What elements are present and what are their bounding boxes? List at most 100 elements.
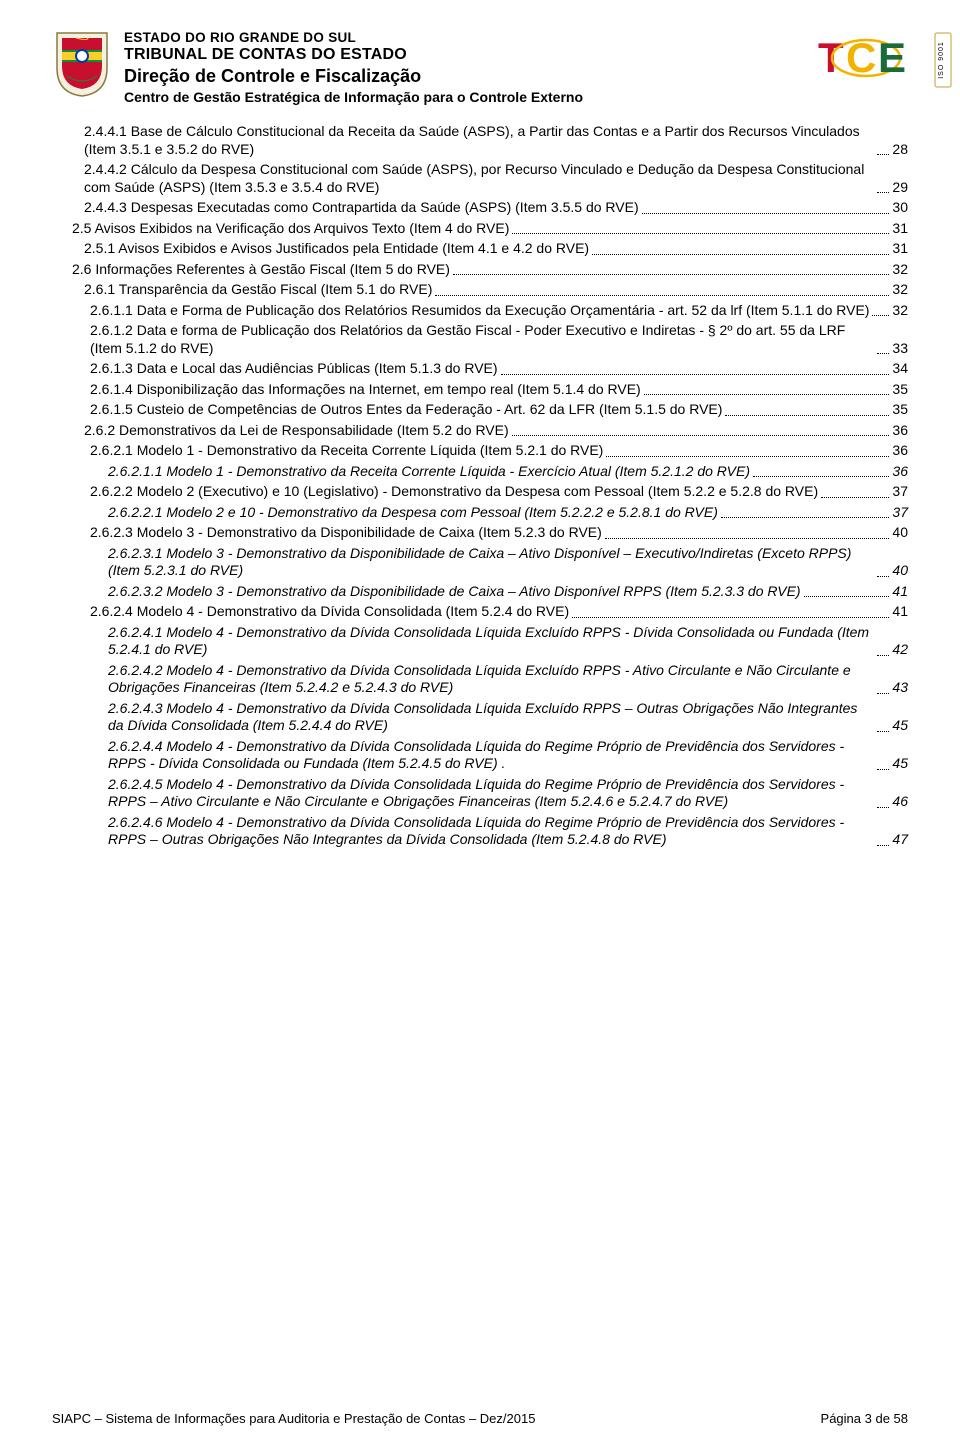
toc-leader-dots [644, 394, 890, 395]
toc-leader-dots [453, 274, 890, 275]
toc-label: 2.6.1.4 Disponibilização das Informações… [90, 381, 641, 399]
toc-leader-dots [753, 476, 889, 477]
toc-page-number: 35 [892, 401, 908, 419]
toc-entry: 2.4.4.1 Base de Cálculo Constitucional d… [84, 123, 908, 158]
toc-page-number: 36 [892, 422, 908, 440]
toc-page-number: 43 [892, 679, 908, 697]
toc-label: 2.5.1 Avisos Exibidos e Avisos Justifica… [84, 240, 589, 258]
toc-page-number: 45 [892, 717, 908, 735]
toc-page-number: 32 [892, 302, 908, 320]
toc-label: 2.6.1.2 Data e forma de Publicação dos R… [90, 322, 874, 357]
state-crest-icon [52, 28, 112, 98]
toc-leader-dots [725, 415, 889, 416]
toc-entry: 2.6.1.2 Data e forma de Publicação dos R… [90, 322, 908, 357]
toc-entry: 2.6.2.4 Modelo 4 - Demonstrativo da Dívi… [90, 603, 908, 621]
toc-label: 2.6.2.4.3 Modelo 4 - Demonstrativo da Dí… [108, 700, 874, 735]
toc-leader-dots [642, 213, 890, 214]
toc-leader-dots [877, 154, 889, 155]
toc-leader-dots [804, 596, 890, 597]
toc-page-number: 35 [892, 381, 908, 399]
toc-entry: 2.6.1 Transparência da Gestão Fiscal (It… [84, 281, 908, 299]
toc-entry: 2.6.1.5 Custeio de Competências de Outro… [90, 401, 908, 419]
toc-page-number: 34 [892, 360, 908, 378]
table-of-contents: 2.4.4.1 Base de Cálculo Constitucional d… [52, 123, 908, 849]
toc-entry: 2.6.2.4.1 Modelo 4 - Demonstrativo da Dí… [108, 624, 908, 659]
toc-leader-dots [877, 576, 889, 577]
toc-label: 2.6.2.2.1 Modelo 2 e 10 - Demonstrativo … [108, 504, 718, 522]
toc-label: 2.6.2.3.2 Modelo 3 - Demonstrativo da Di… [108, 583, 801, 601]
direcao-name: Direção de Controle e Fiscalização [124, 66, 908, 87]
toc-label: 2.6 Informações Referentes à Gestão Fisc… [72, 261, 450, 279]
toc-entry: 2.6.2.4.6 Modelo 4 - Demonstrativo da Dí… [108, 814, 908, 849]
toc-leader-dots [877, 192, 889, 193]
toc-label: 2.4.4.3 Despesas Executadas como Contrap… [84, 199, 639, 217]
toc-leader-dots [821, 497, 889, 498]
toc-entry: 2.5 Avisos Exibidos na Verificação dos A… [72, 220, 908, 238]
toc-page-number: 32 [892, 261, 908, 279]
toc-label: 2.4.4.2 Cálculo da Despesa Constituciona… [84, 161, 874, 196]
toc-leader-dots [877, 769, 889, 770]
page: ESTADO DO RIO GRANDE DO SUL TRIBUNAL DE … [0, 0, 960, 1450]
toc-entry: 2.6.2.3.1 Modelo 3 - Demonstrativo da Di… [108, 545, 908, 580]
toc-page-number: 45 [892, 755, 908, 773]
toc-leader-dots [512, 233, 889, 234]
toc-label: 2.6.1 Transparência da Gestão Fiscal (It… [84, 281, 432, 299]
toc-entry: 2.6.1.1 Data e Forma de Publicação dos R… [90, 302, 908, 320]
footer-right: Página 3 de 58 [821, 1411, 908, 1426]
toc-entry: 2.4.4.3 Despesas Executadas como Contrap… [84, 199, 908, 217]
toc-leader-dots [592, 254, 889, 255]
toc-label: 2.6.2.3.1 Modelo 3 - Demonstrativo da Di… [108, 545, 874, 580]
toc-leader-dots [877, 655, 889, 656]
toc-entry: 2.6.2.3 Modelo 3 - Demonstrativo da Disp… [90, 524, 908, 542]
tce-logo-icon: T C E [816, 28, 916, 90]
toc-page-number: 32 [892, 281, 908, 299]
toc-page-number: 42 [892, 641, 908, 659]
toc-leader-dots [572, 617, 889, 618]
toc-page-number: 47 [892, 831, 908, 849]
toc-label: 2.6.2.4.4 Modelo 4 - Demonstrativo da Dí… [108, 738, 874, 773]
toc-leader-dots [435, 295, 889, 296]
toc-page-number: 41 [892, 583, 908, 601]
toc-page-number: 28 [892, 141, 908, 159]
toc-leader-dots [872, 315, 889, 316]
toc-page-number: 33 [892, 340, 908, 358]
toc-label: 2.6.2.1.1 Modelo 1 - Demonstrativo da Re… [108, 463, 750, 481]
toc-entry: 2.6.2.4.4 Modelo 4 - Demonstrativo da Dí… [108, 738, 908, 773]
toc-entry: 2.6.2.2.1 Modelo 2 e 10 - Demonstrativo … [108, 504, 908, 522]
toc-page-number: 31 [892, 240, 908, 258]
page-header: ESTADO DO RIO GRANDE DO SUL TRIBUNAL DE … [52, 28, 908, 105]
toc-label: 2.4.4.1 Base de Cálculo Constitucional d… [84, 123, 874, 158]
toc-entry: 2.6.2.4.5 Modelo 4 - Demonstrativo da Dí… [108, 776, 908, 811]
toc-page-number: 29 [892, 179, 908, 197]
toc-entry: 2.6.2.4.2 Modelo 4 - Demonstrativo da Dí… [108, 662, 908, 697]
centro-name: Centro de Gestão Estratégica de Informaç… [124, 89, 908, 105]
toc-page-number: 36 [892, 463, 908, 481]
toc-leader-dots [877, 693, 889, 694]
svg-text:ISO 9001: ISO 9001 [938, 41, 945, 79]
toc-entry: 2.6.2.1.1 Modelo 1 - Demonstrativo da Re… [108, 463, 908, 481]
toc-leader-dots [512, 435, 890, 436]
toc-entry: 2.6.1.3 Data e Local das Audiências Públ… [90, 360, 908, 378]
toc-page-number: 36 [892, 442, 908, 460]
toc-entry: 2.6 Informações Referentes à Gestão Fisc… [72, 261, 908, 279]
toc-page-number: 37 [892, 483, 908, 501]
tribunal-name: TRIBUNAL DE CONTAS DO ESTADO [124, 46, 908, 64]
toc-label: 2.6.2.4.6 Modelo 4 - Demonstrativo da Dí… [108, 814, 874, 849]
toc-label: 2.6.1.1 Data e Forma de Publicação dos R… [90, 302, 869, 320]
toc-label: 2.6.2.4.5 Modelo 4 - Demonstrativo da Dí… [108, 776, 874, 811]
toc-leader-dots [721, 517, 890, 518]
toc-label: 2.6.2.4 Modelo 4 - Demonstrativo da Dívi… [90, 603, 569, 621]
toc-entry: 2.6.2.3.2 Modelo 3 - Demonstrativo da Di… [108, 583, 908, 601]
page-footer: SIAPC – Sistema de Informações para Audi… [52, 1411, 908, 1426]
toc-leader-dots [501, 374, 890, 375]
toc-label: 2.5 Avisos Exibidos na Verificação dos A… [72, 220, 509, 238]
toc-label: 2.6.2.2 Modelo 2 (Executivo) e 10 (Legis… [90, 483, 818, 501]
toc-entry: 2.6.2.2 Modelo 2 (Executivo) e 10 (Legis… [90, 483, 908, 501]
toc-page-number: 37 [892, 504, 908, 522]
state-name: ESTADO DO RIO GRANDE DO SUL [124, 30, 908, 45]
toc-entry: 2.6.2.1 Modelo 1 - Demonstrativo da Rece… [90, 442, 908, 460]
toc-entry: 2.6.2.4.3 Modelo 4 - Demonstrativo da Dí… [108, 700, 908, 735]
header-text-block: ESTADO DO RIO GRANDE DO SUL TRIBUNAL DE … [124, 28, 908, 105]
toc-page-number: 40 [892, 562, 908, 580]
toc-label: 2.6.2.1 Modelo 1 - Demonstrativo da Rece… [90, 442, 603, 460]
